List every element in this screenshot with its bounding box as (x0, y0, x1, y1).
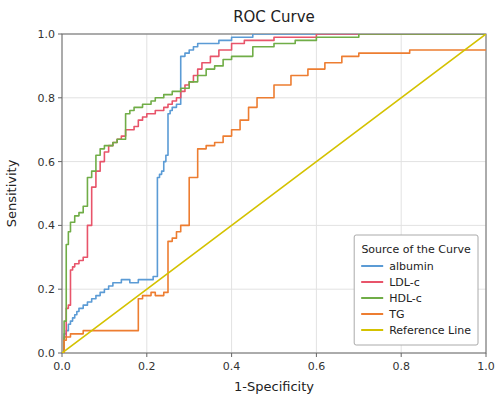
tick-label-y: 1.0 (38, 28, 56, 41)
tick-label-x: 1.0 (477, 360, 495, 373)
tick-label-x: 0.8 (392, 360, 410, 373)
tick-x (231, 353, 232, 357)
series-line (62, 34, 486, 353)
series-line (62, 34, 486, 353)
series-line (62, 34, 486, 353)
legend-label: LDL-c (389, 276, 420, 289)
y-axis-label: Sensitivity (4, 159, 19, 227)
tick-y (58, 353, 62, 354)
series-group (62, 34, 486, 353)
tick-x (146, 353, 147, 357)
axes: 0.0 0.2 0.4 0.6 0.8 1.0 0.0 0.2 0.4 0.6 0.8 1.0 (38, 28, 495, 373)
tick-label-x: 0.0 (53, 360, 71, 373)
tick-label-y: 0.0 (38, 347, 56, 360)
grid-line-x (231, 34, 232, 353)
title: ROC Curve (233, 8, 315, 26)
tick-y (58, 289, 62, 290)
legend-swatch (361, 313, 383, 315)
tick-x (316, 353, 317, 357)
tick-y (58, 34, 62, 35)
tick-y (58, 97, 62, 98)
plot-frame (62, 34, 486, 353)
grid-line-y (62, 161, 486, 162)
tick-y (58, 225, 62, 226)
tick-label-x: 0.4 (223, 360, 241, 373)
series-line (62, 50, 486, 353)
legend-label: HDL-c (389, 292, 422, 305)
legend-swatch (361, 329, 383, 331)
legend-box (354, 235, 478, 345)
legend: Source of the Curve albumin LDL-c HDL-c TG Re… (354, 235, 478, 345)
tick-label-y: 0.6 (38, 156, 56, 169)
plot-area (62, 34, 486, 353)
chart: 0.0 0.2 0.4 0.6 0.8 1.0 0.0 0.2 0.4 0.6 0.8 1.0 ROC … (0, 0, 500, 403)
grid-line-x (316, 34, 317, 353)
series-line (62, 34, 486, 353)
tick-x (486, 353, 487, 357)
tick-label-y: 0.4 (38, 219, 56, 232)
tick-label-y: 0.2 (38, 283, 56, 296)
legend-label: TG (388, 308, 404, 321)
legend-swatch (361, 281, 383, 283)
legend-label: albumin (389, 260, 434, 273)
grid (62, 34, 486, 353)
legend-title: Source of the Curve (361, 243, 471, 256)
tick-x (401, 353, 402, 357)
tick-label-x: 0.6 (308, 360, 326, 373)
grid-line-x (146, 34, 147, 353)
tick-label-y: 0.8 (38, 92, 56, 105)
legend-swatch (361, 297, 383, 299)
grid-line-y (62, 225, 486, 226)
tick-label-x: 0.2 (138, 360, 156, 373)
tick-x (62, 353, 63, 357)
legend-label: Reference Line (389, 324, 471, 337)
x-axis-label: 1-Specificity (234, 379, 314, 394)
legend-swatch (361, 265, 383, 267)
tick-y (58, 161, 62, 162)
